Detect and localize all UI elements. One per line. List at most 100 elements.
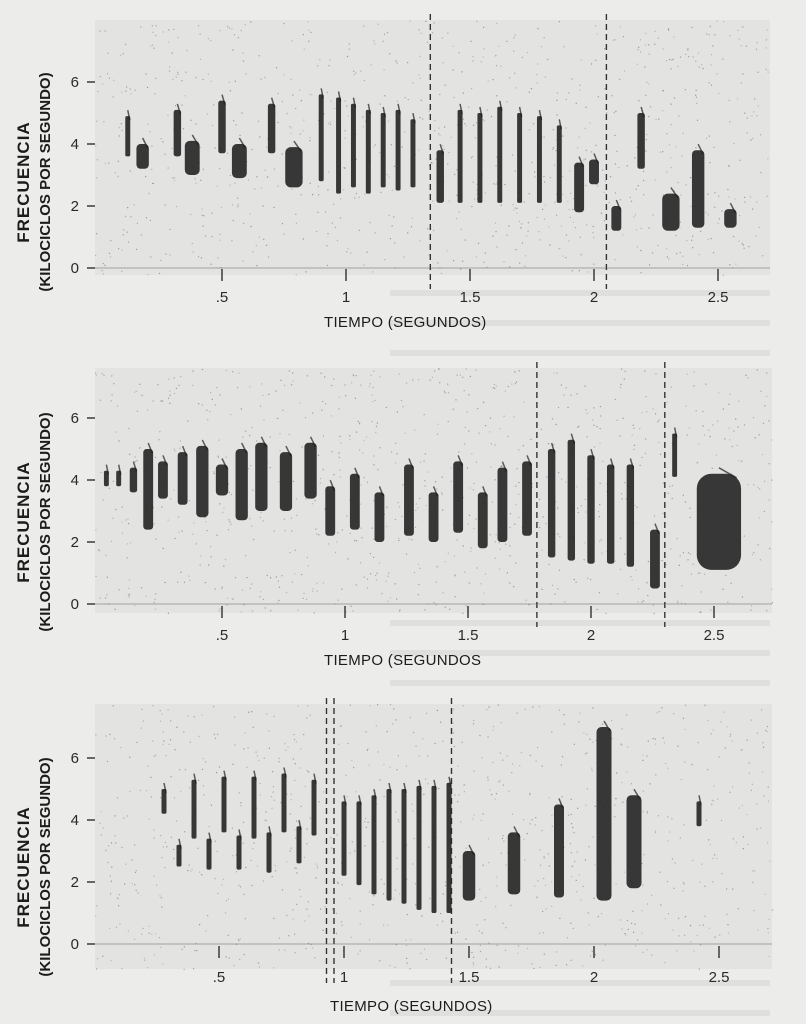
spectrogram-note <box>218 100 226 154</box>
note-tail <box>378 486 385 497</box>
bleed-through-line <box>390 680 770 686</box>
x-tick-label: 1.5 <box>459 969 480 986</box>
x-tick-label: 1 <box>340 969 348 986</box>
spectrogram-note <box>176 844 182 867</box>
spectrogram-note <box>296 826 302 864</box>
spectrogram-note <box>556 125 562 203</box>
note-tail <box>176 103 182 115</box>
bleed-through-line <box>390 320 770 326</box>
y-axis-units: (KILOCICLOS POR SEGUNDO) <box>37 72 54 292</box>
x-tick-label: 2.5 <box>709 969 730 986</box>
spectrogram-note <box>457 109 463 203</box>
spectrogram-note <box>696 801 702 827</box>
spectrogram-note <box>281 773 287 833</box>
y-tick-label: 6 <box>71 410 79 427</box>
note-tail <box>163 782 167 794</box>
note-tail <box>448 776 452 787</box>
note-tail <box>320 88 324 99</box>
spectrogram-note <box>554 804 564 898</box>
x-tick-label: .5 <box>213 969 226 986</box>
note-tail <box>570 433 575 444</box>
note-tail <box>238 137 246 149</box>
note-tail <box>633 788 641 800</box>
y-tick-label: 2 <box>71 874 79 891</box>
spectrogram-note <box>650 529 660 589</box>
spectrogram-note <box>497 106 503 203</box>
spectrogram-note <box>279 452 293 511</box>
note-tail <box>418 779 422 791</box>
x-tick-label: .5 <box>216 627 229 644</box>
note-tail <box>526 455 532 466</box>
note-tail <box>558 798 564 809</box>
spectrogram-note <box>341 801 347 876</box>
note-tail <box>298 820 302 831</box>
y-axis-label: FRECUENCIA (KILOCICLOS POR SEGUNDO) <box>13 737 57 997</box>
y-tick-label: 2 <box>71 534 79 551</box>
note-tail <box>439 143 444 155</box>
spectrogram-note <box>404 464 414 536</box>
x-tick-label: 2 <box>590 969 598 986</box>
spectrogram-note <box>158 461 168 499</box>
note-tail <box>433 779 437 791</box>
spectrogram-note <box>696 473 742 570</box>
x-tick-label: 2 <box>587 627 595 644</box>
note-tail <box>352 97 357 108</box>
note-tail <box>285 445 292 457</box>
spectrogram-note <box>662 193 680 231</box>
spectrogram-note <box>477 113 483 203</box>
note-tail <box>191 134 199 146</box>
spectrogram-note <box>395 109 401 191</box>
bleed-through-line <box>390 620 770 626</box>
x-tick-label: 2.5 <box>704 627 725 644</box>
y-axis-title: FRECUENCIA <box>14 461 33 583</box>
x-tick-label: 1.5 <box>458 627 479 644</box>
spectrogram-note <box>428 492 439 542</box>
spectrogram-plot-3: 0 2 4 6 .5 1 1.5 2 2.5 <box>71 698 774 986</box>
spectrogram-note <box>136 144 149 169</box>
spectrogram-note <box>336 97 342 194</box>
spectrogram-panel-1: 0 2 4 6 .5 1 1.5 2 2.5 FRECUENCIA (KILOCICLOS PO… <box>0 0 806 340</box>
note-tail <box>697 143 704 155</box>
note-tail <box>127 109 131 121</box>
note-tail <box>698 795 702 806</box>
spectrogram-panel-2: 0 2 4 6 .5 1 1.5 2 2.5 FRECUENCIA (KILOCICLOS PO… <box>0 340 806 680</box>
note-tail <box>654 523 660 534</box>
note-tail <box>293 140 302 152</box>
y-axis-title: FRECUENCIA <box>14 806 33 928</box>
spectrogram-note <box>350 103 356 188</box>
spectrogram-note <box>266 832 272 873</box>
note-tail <box>260 436 267 448</box>
x-tick-label: .5 <box>216 289 229 306</box>
spectrogram-note <box>462 851 476 901</box>
note-tail <box>609 458 615 469</box>
bleed-through-line <box>390 980 770 986</box>
note-tail <box>283 767 287 778</box>
note-tail <box>382 106 386 118</box>
spectrogram-note <box>173 109 182 157</box>
note-tail <box>729 202 737 214</box>
note-tail <box>309 436 317 448</box>
spectrogram-note <box>325 486 336 536</box>
spectrogram-plot-1: 0 2 4 6 .5 1 1.5 2 2.5 <box>71 14 770 306</box>
note-tail <box>358 795 362 806</box>
note-tail <box>268 826 272 837</box>
note-tail <box>397 103 401 115</box>
spectrogram-note <box>626 795 642 889</box>
spectrogram-note <box>356 801 362 886</box>
note-tail <box>670 187 679 199</box>
y-tick-label: 4 <box>71 812 79 829</box>
note-tail <box>578 156 584 167</box>
note-tail <box>238 829 242 840</box>
note-tail <box>221 458 228 469</box>
spectrogram-note <box>184 140 200 175</box>
spectrogram-note <box>567 439 576 561</box>
noise-speckles <box>95 20 769 276</box>
note-tail <box>105 464 110 475</box>
note-tail <box>482 486 488 497</box>
spectrogram-note <box>606 464 615 564</box>
spectrogram-note <box>574 162 585 213</box>
note-tail <box>590 448 595 460</box>
spectrogram-note <box>507 832 521 895</box>
spectrogram-note <box>255 442 268 511</box>
